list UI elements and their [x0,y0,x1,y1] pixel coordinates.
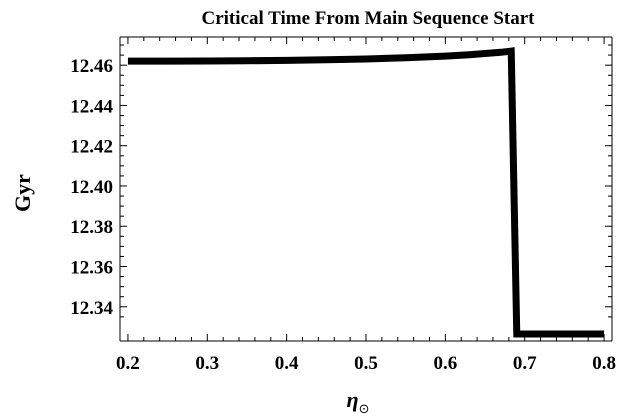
series-layer [127,47,605,338]
x-tick-label: 0.5 [354,353,378,374]
x-tick-label: 0.7 [513,353,537,374]
y-axis-label: Gyr [10,174,35,212]
y-tick-label: 12.44 [70,96,113,117]
x-tick-label: 0.6 [433,353,457,374]
y-tick-label: 12.46 [70,56,113,77]
y-tick-label: 12.38 [70,217,113,238]
x-axis-label: η⊙ [347,387,370,417]
chart-title: Critical Time From Main Sequence Start [202,8,536,29]
y-tick-label: 12.40 [70,177,113,198]
y-tick-label: 12.42 [70,137,113,158]
x-ticks: 0.2 0.3 0.4 0.5 0.6 0.7 0.8 [116,37,616,374]
x-tick-label: 0.8 [592,353,616,374]
x-axis-label-subscript: ⊙ [359,402,370,417]
y-tick-label: 12.36 [70,258,113,279]
x-tick-label: 0.4 [275,353,299,374]
series-line [127,47,605,338]
x-axis-label-main: η [347,387,359,412]
x-tick-label: 0.2 [116,353,140,374]
x-tick-label: 0.3 [195,353,219,374]
y-tick-label: 12.34 [70,298,113,319]
plot-frame [119,36,613,342]
y-ticks: 12.34 12.36 12.38 12.40 12.42 12.44 12.46 [70,44,612,319]
